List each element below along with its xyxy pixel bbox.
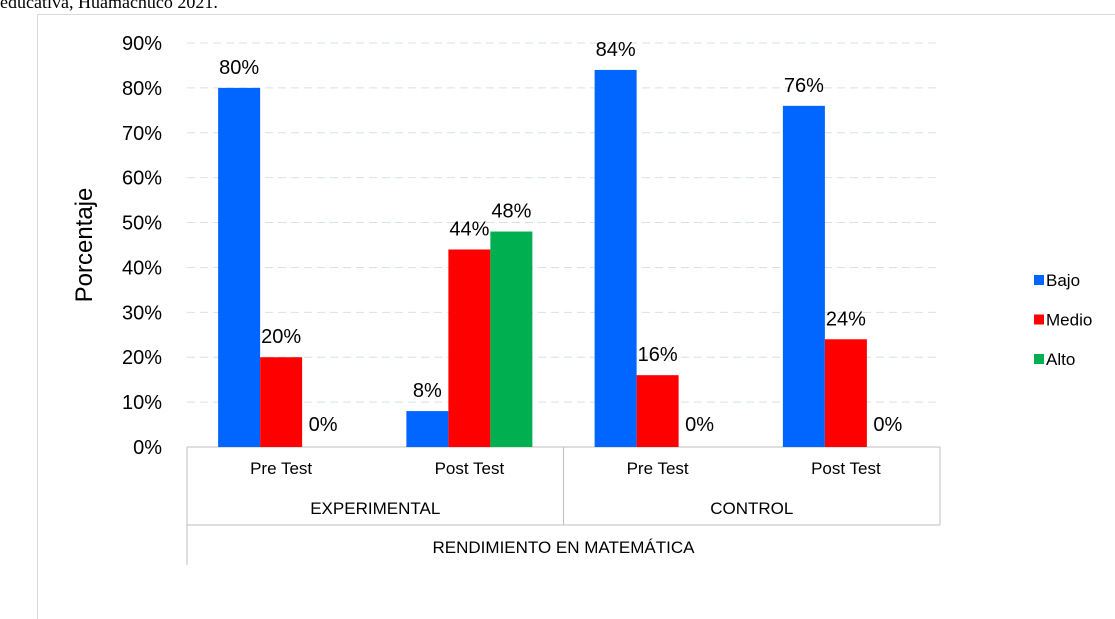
y-tick-label: 70% xyxy=(122,123,162,145)
data-label: 0% xyxy=(685,414,714,436)
data-label: 20% xyxy=(261,326,301,348)
data-label: 80% xyxy=(219,57,259,79)
bar xyxy=(490,231,533,447)
legend-swatch xyxy=(1034,314,1044,325)
legend-label: Alto xyxy=(1046,350,1075,369)
bar xyxy=(594,69,637,447)
y-tick-label: 0% xyxy=(133,437,162,459)
bar xyxy=(782,105,825,447)
bar xyxy=(260,357,303,447)
group-label: EXPERIMENTAL xyxy=(310,499,440,518)
y-tick-label: 30% xyxy=(122,302,162,324)
bar xyxy=(824,339,867,447)
x-tick-label: Post Test xyxy=(435,459,505,478)
bar xyxy=(218,87,261,447)
bar xyxy=(448,249,491,447)
supergroup-label: RENDIMIENTO EN MATEMÁTICA xyxy=(433,538,696,557)
data-label: 24% xyxy=(826,308,866,330)
data-label: 0% xyxy=(309,414,338,436)
y-tick-label: 90% xyxy=(122,33,162,55)
x-tick-label: Pre Test xyxy=(250,459,312,478)
y-axis-label: Porcentaje xyxy=(71,188,98,303)
group-label: CONTROL xyxy=(710,499,793,518)
data-label: 44% xyxy=(449,218,489,240)
chart-frame xyxy=(37,14,1115,619)
y-tick-label: 10% xyxy=(122,392,162,414)
data-label: 48% xyxy=(491,201,531,223)
data-label: 8% xyxy=(413,380,442,402)
x-tick-label: Pre Test xyxy=(627,459,689,478)
data-label: 76% xyxy=(784,75,824,97)
y-tick-label: 20% xyxy=(122,347,162,369)
legend-swatch xyxy=(1034,354,1044,364)
data-label: 16% xyxy=(638,344,678,366)
data-label: 84% xyxy=(596,39,636,61)
bar xyxy=(406,411,449,447)
y-tick-label: 50% xyxy=(122,213,162,235)
x-tick-label: Post Test xyxy=(811,459,881,478)
bar xyxy=(636,375,679,447)
y-tick-label: 80% xyxy=(122,78,162,100)
legend-label: Bajo xyxy=(1046,271,1080,290)
y-tick-label: 60% xyxy=(122,168,162,190)
caption: educativa, Huamachuco 2021. xyxy=(0,0,218,12)
data-label: 0% xyxy=(873,414,902,436)
legend-swatch xyxy=(1034,275,1044,285)
y-tick-label: 40% xyxy=(122,257,162,279)
legend-label: Medio xyxy=(1046,311,1092,330)
